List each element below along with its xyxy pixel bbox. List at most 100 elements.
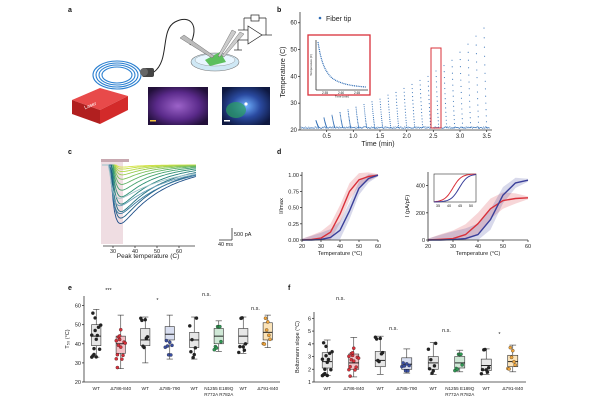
group-label: Δ791-840 [502, 386, 523, 392]
ytick-label: 50 [75, 323, 81, 329]
baseline-point [383, 128, 384, 129]
data-point [467, 44, 468, 45]
data-point [323, 368, 326, 371]
data-point [190, 338, 193, 341]
data-point [120, 358, 123, 361]
data-point [427, 348, 430, 351]
panel-e-plot: 2030405060T₅₀ (°C)WT Δ786-840 WT Δ785-790 WT… [65, 288, 280, 397]
data-point [484, 73, 485, 74]
data-point [454, 119, 455, 120]
data-point [420, 97, 421, 98]
data-point [92, 347, 95, 350]
data-point [477, 91, 478, 92]
data-point [460, 86, 461, 87]
data-point [372, 109, 373, 110]
data-point [189, 350, 192, 353]
data-point [403, 88, 404, 89]
data-point [445, 107, 446, 108]
baseline-point [314, 128, 315, 129]
data-point [470, 122, 471, 123]
data-point [355, 366, 358, 369]
baseline-point [304, 127, 305, 128]
data-point [428, 367, 431, 370]
figure: a Laser [0, 0, 600, 400]
data-point [462, 123, 463, 124]
data-point [427, 76, 428, 77]
data-point [419, 80, 420, 81]
baseline-point [468, 127, 469, 128]
data-point [364, 110, 365, 111]
group-label: WT [324, 386, 332, 392]
baseline-point [450, 127, 451, 128]
baseline-point [338, 127, 339, 128]
data-point [468, 52, 469, 53]
data-point [340, 116, 341, 117]
baseline-point [376, 127, 377, 128]
baseline-point [465, 128, 466, 129]
data-point [215, 346, 218, 349]
xtick-label: 20 [299, 244, 305, 250]
data-point [486, 371, 489, 374]
data-point [193, 353, 196, 356]
data-point [266, 320, 269, 323]
data-point [388, 101, 389, 102]
significance-label: *** [105, 288, 112, 294]
baseline-point [477, 126, 478, 127]
data-point [429, 103, 430, 104]
baseline-point [482, 128, 483, 129]
data-point [459, 52, 460, 53]
data-point [484, 56, 485, 57]
baseline-point [368, 127, 369, 128]
laser-device-icon: Laser [72, 88, 128, 124]
data-point [460, 80, 461, 81]
data-point [374, 125, 375, 126]
baseline-point [395, 128, 396, 129]
data-point [348, 113, 349, 114]
box [263, 323, 272, 340]
ytick-label: 0 [422, 238, 425, 244]
baseline-point [310, 127, 311, 128]
data-point [436, 81, 437, 82]
data-point [412, 96, 413, 97]
data-point [412, 100, 413, 101]
xlabel: Temperature (°C) [318, 251, 363, 257]
data-point [373, 115, 374, 116]
ytick-label: 40 [75, 342, 81, 348]
data-point [356, 109, 357, 110]
baseline-point [301, 127, 302, 128]
data-point [397, 116, 398, 117]
data-point [414, 119, 415, 120]
recording-dish-icon [191, 52, 239, 71]
baseline-point [427, 128, 428, 129]
data-point [428, 81, 429, 82]
panel-b-xlabel: Time (min) [361, 141, 394, 148]
data-point [382, 124, 383, 125]
baseline-point [355, 128, 356, 129]
data-point [322, 373, 325, 376]
data-point [265, 328, 268, 331]
data-point [118, 334, 121, 337]
panel-c: c 30 40 50 60 Peak temperature (C) 500 pA 4… [68, 149, 252, 260]
data-point [341, 122, 342, 123]
data-point [372, 104, 373, 105]
data-point [461, 108, 462, 109]
data-point [485, 96, 486, 97]
data-point [469, 107, 470, 108]
data-point [396, 105, 397, 106]
data-point [340, 115, 341, 116]
data-point [381, 118, 382, 119]
baseline-point [370, 128, 371, 129]
data-point [121, 354, 124, 357]
xtick-label: 3.0 [456, 134, 465, 140]
data-point [454, 123, 455, 124]
baseline-point [308, 128, 309, 129]
data-point [478, 111, 479, 112]
data-point [349, 119, 350, 120]
baseline-point [330, 127, 331, 128]
data-point [96, 334, 99, 337]
panel-b: b 20304050600.5 1.0 1.5 2.0 2.5 3.0 3.5 Fiber … [277, 7, 492, 148]
xtick-label: 1.5 [376, 134, 385, 140]
data-point [404, 106, 405, 107]
baseline-point [344, 127, 345, 128]
data-point [483, 28, 484, 29]
